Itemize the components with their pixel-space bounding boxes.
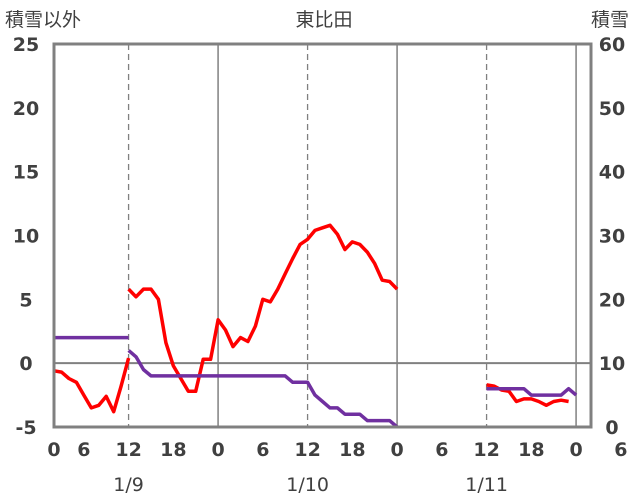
plot-frame [52,42,593,429]
x-tick-label: 0 [390,439,403,461]
y-left-tick-label: 25 [13,34,39,56]
x-tick-label: 0 [211,439,224,461]
x-tick-label: 6 [77,439,90,461]
x-tick-label: 18 [339,439,365,461]
y-right-tick-label: 60 [599,34,625,56]
y-left-tick-label: 20 [13,98,39,120]
y-left-tick-label: 0 [19,353,32,375]
snow-depth-line [486,386,578,397]
date-label: 1/10 [286,474,329,496]
snow-depth-line [127,349,399,429]
x-tick-label: 0 [569,439,582,461]
x-tick-label: 18 [518,439,544,461]
y-right-tick-label: 10 [599,353,625,375]
y-right-tick-label: 20 [599,289,625,311]
x-tick-label: 6 [256,439,269,461]
x-tick-label: 18 [160,439,186,461]
y-left-tick-label: 15 [13,162,39,184]
x-tick-label: 12 [115,439,141,461]
x-tick-label: 0 [47,439,60,461]
y-right-label: 積雪 [591,9,629,31]
x-tick-label: 12 [294,439,320,461]
y-left-tick-label: -5 [15,417,36,439]
y-right-tick-label: 50 [599,98,625,120]
temperature-line [53,357,131,414]
x-tick-label: 12 [473,439,499,461]
grid-layer [54,44,591,427]
date-label: 1/9 [113,474,144,496]
series-layer [53,223,578,429]
chart-title: 東比田 [295,9,352,31]
y-left-tick-label: 5 [19,289,32,311]
y-right-tick-label: 40 [599,162,625,184]
x-tick-label: 6 [614,439,627,461]
y-right-tick-label: 0 [605,417,618,439]
x-tick-label: 6 [435,439,448,461]
y-left-label: 積雪以外 [5,9,81,31]
date-label: 1/11 [465,474,508,496]
y-right-tick-label: 30 [599,226,625,248]
temperature-line [127,223,399,394]
y-left-tick-label: 10 [13,226,39,248]
